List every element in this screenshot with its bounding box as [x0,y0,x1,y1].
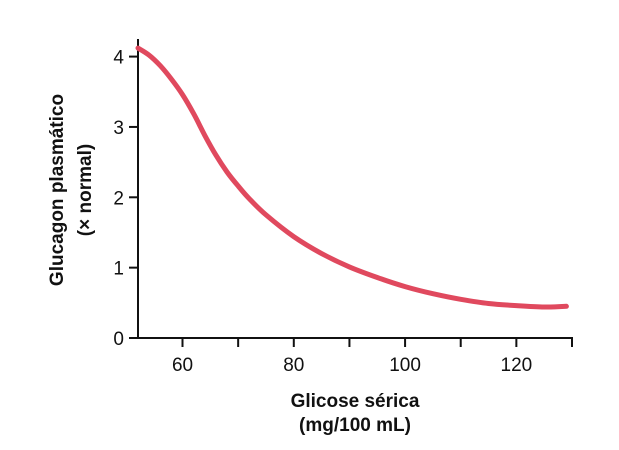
x-axis-title-line-2: (mg/100 mL) [299,415,411,436]
y-tick-label-4: 4 [113,48,124,69]
glucagon-curve [135,45,569,310]
x-tick-label-80: 80 [283,355,304,376]
axes [137,39,573,339]
y-ticks [129,55,138,339]
y-tick-label-2: 2 [113,188,124,209]
x-tick-label-60: 60 [172,355,193,376]
x-axis-title-line-1: Glicose sérica [291,391,420,412]
y-tick-label-0: 0 [113,329,124,350]
x-tick-label-100: 100 [389,355,421,376]
y-tick-labels: 0 1 2 3 4 [113,48,124,350]
y-tick-label-3: 3 [113,118,124,139]
y-tick-label-1: 1 [113,259,124,280]
x-tick-labels: 60 80 100 120 [172,355,532,376]
x-ticks [181,338,573,347]
x-tick-label-120: 120 [501,355,533,376]
y-axis-title-line-2: (× normal) [75,144,96,236]
y-axis-title-line-1: Glucagon plasmático [47,94,68,286]
